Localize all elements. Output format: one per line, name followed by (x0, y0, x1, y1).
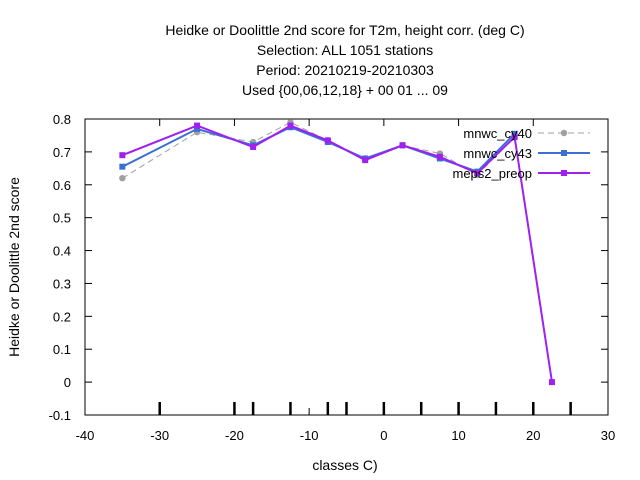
data-point (119, 175, 126, 182)
y-tick-label: 0.1 (53, 342, 71, 357)
series-line (122, 124, 553, 383)
data-point (119, 163, 126, 170)
data-point (436, 153, 443, 160)
legend-label: mnwc_cy40 (463, 126, 532, 141)
chart-title: Heidke or Doolittle 2nd score for T2m, h… (165, 22, 524, 98)
data-point (194, 122, 201, 129)
x-tick-label: -20 (225, 428, 244, 443)
y-tick-label: 0 (64, 375, 71, 390)
data-point (324, 137, 331, 144)
data-point (287, 122, 294, 129)
legend-label: meps2_preop (453, 166, 533, 181)
x-tick-label: 0 (380, 428, 387, 443)
data-point (362, 157, 369, 164)
y-tick-label: 0.2 (53, 309, 71, 324)
chart-title-line: Heidke or Doolittle 2nd score for T2m, h… (165, 22, 524, 38)
plot-frame (84, 118, 609, 416)
data-point (511, 134, 518, 141)
series-layer (119, 119, 555, 386)
data-point (119, 152, 126, 159)
chart-title-line: Selection: ALL 1051 stations (257, 42, 433, 58)
x-axis-label: classes C) (312, 457, 377, 473)
x-tick-label: -40 (76, 428, 95, 443)
legend: mnwc_cy40 mnwc_cy43 meps2_preop (453, 126, 590, 181)
series-line (121, 126, 516, 173)
y-tick-label: 0.3 (53, 276, 71, 291)
axes: -0.1 0 0.1 0.2 0.3 0.4 0.5 0.6 0.7 0.8 -40 -30 -20 -1… (49, 112, 616, 443)
y-tick-label: 0.6 (53, 178, 71, 193)
x-tick-label: 30 (601, 428, 615, 443)
data-point (511, 130, 518, 137)
y-tick-label: 0.7 (53, 145, 71, 160)
chart-title-line: Used {00,06,12,18} + 00 01 ... 09 (242, 82, 448, 98)
x-tick-label: 10 (451, 428, 465, 443)
y-tick-label: 0.5 (53, 211, 71, 226)
data-point (250, 143, 257, 150)
x-tick-label: -10 (300, 428, 319, 443)
data-point (399, 142, 406, 149)
data-point (474, 170, 481, 177)
chart-title-line: Period: 20210219-20210303 (256, 62, 434, 78)
series-meps2_preop (119, 122, 555, 386)
legend-label: mnwc_cy43 (463, 146, 532, 161)
y-tick-label: 0.4 (53, 244, 71, 259)
data-point (561, 150, 567, 156)
x-tick-label: -30 (150, 428, 169, 443)
y-tick-label: 0.8 (53, 112, 71, 127)
x-tick-label: 20 (526, 428, 540, 443)
data-point (560, 129, 568, 137)
data-point (561, 170, 567, 176)
data-point (548, 379, 555, 386)
data-point (194, 125, 201, 132)
y-tick-label: -0.1 (49, 408, 71, 423)
y-axis-label: Heidke or Doolittle 2nd score (6, 177, 22, 357)
